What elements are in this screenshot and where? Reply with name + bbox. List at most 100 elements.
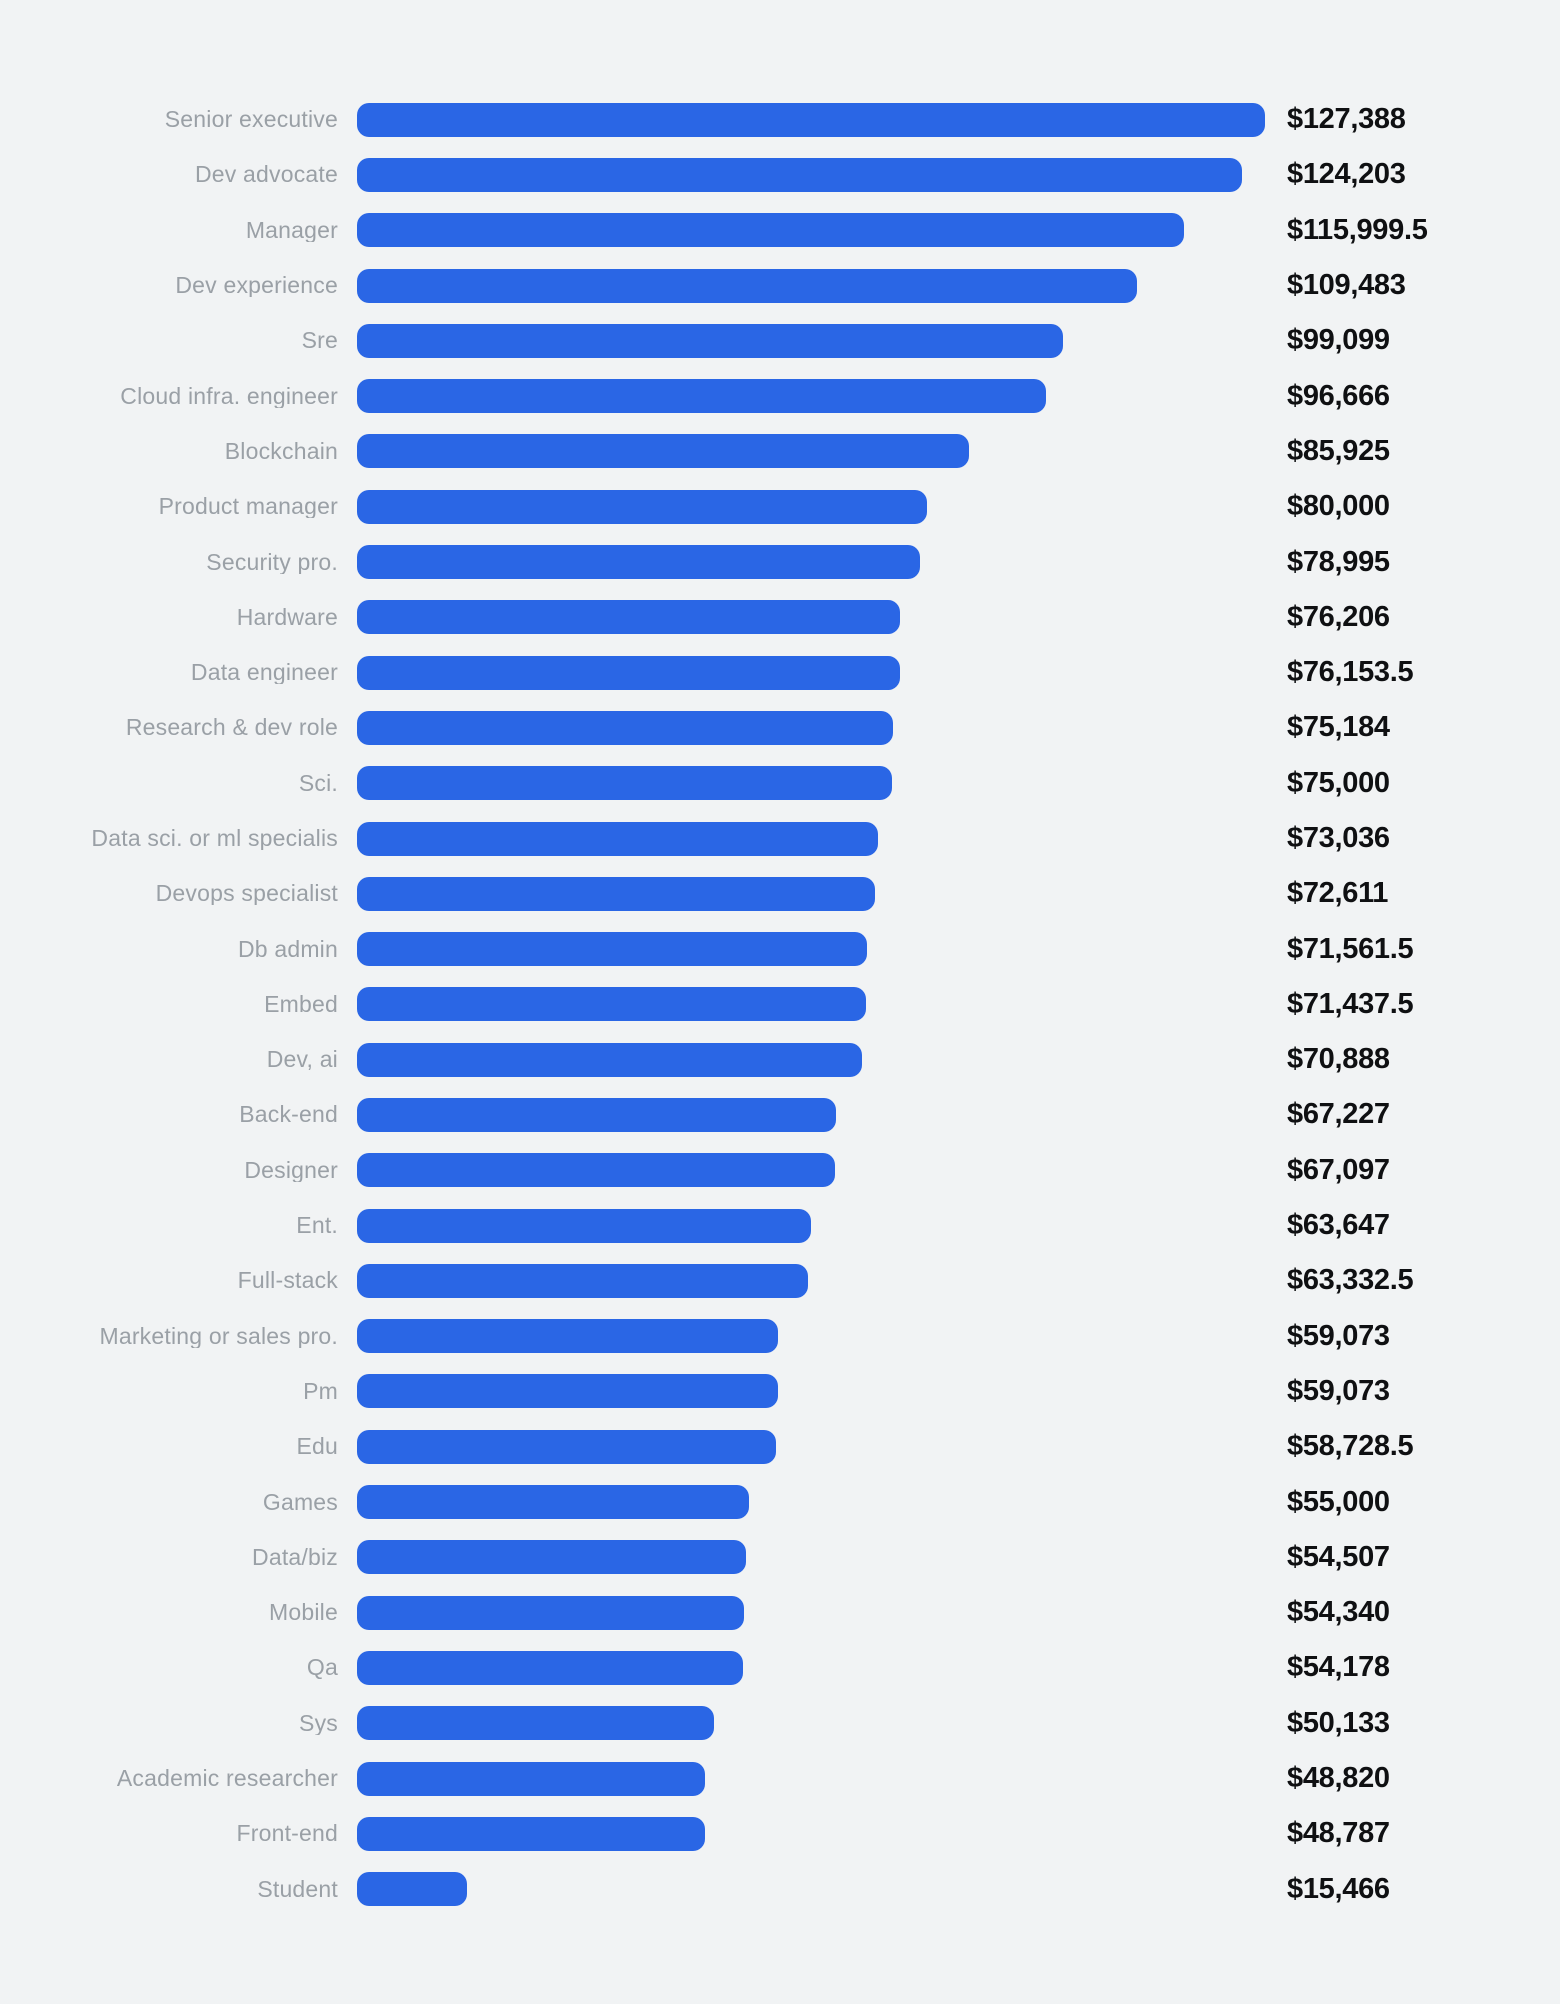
bar — [357, 1872, 468, 1907]
category-label: Edu — [296, 1435, 338, 1459]
value-label: $63,332.5 — [1287, 1264, 1414, 1297]
bar — [357, 1263, 809, 1298]
value-label: $124,203 — [1287, 158, 1406, 191]
bar — [357, 1208, 811, 1243]
category-label: Designer — [244, 1158, 338, 1182]
chart-row: Research & dev role $75,184 — [0, 700, 1560, 755]
bar — [357, 1816, 705, 1851]
value-label: $72,611 — [1287, 877, 1389, 910]
value-label: $48,820 — [1287, 1762, 1390, 1795]
category-label: Marketing or sales pro. — [99, 1324, 338, 1348]
chart-row: Sys $50,133 — [0, 1696, 1560, 1751]
bar-track — [357, 1540, 1265, 1575]
category-label: Student — [257, 1877, 338, 1901]
category-label: Pm — [303, 1379, 338, 1403]
value-label: $127,388 — [1287, 103, 1406, 136]
chart-row: Senior executive $127,388 — [0, 92, 1560, 147]
category-label: Data engineer — [190, 661, 338, 685]
value-label: $109,483 — [1287, 269, 1406, 302]
bar — [357, 434, 970, 469]
chart-row: Back-end $67,227 — [0, 1087, 1560, 1142]
chart-row: Data sci. or ml specialis $73,036 — [0, 811, 1560, 866]
bar-track — [357, 932, 1265, 967]
value-label: $78,995 — [1287, 545, 1390, 578]
value-label: $75,184 — [1287, 711, 1390, 744]
value-label: $80,000 — [1287, 490, 1390, 523]
value-label: $115,999.5 — [1287, 213, 1428, 246]
bar — [357, 1706, 715, 1741]
chart-row: Ent. $63,647 — [0, 1198, 1560, 1253]
bar — [357, 102, 1265, 137]
chart-row: Edu $58,728.5 — [0, 1419, 1560, 1474]
value-label: $55,000 — [1287, 1485, 1390, 1518]
chart-row: Dev advocate $124,203 — [0, 147, 1560, 202]
category-label: Embed — [264, 992, 338, 1016]
bar — [357, 1153, 836, 1188]
bar — [357, 1042, 863, 1077]
value-label: $99,099 — [1287, 324, 1390, 357]
category-label: Blockchain — [224, 439, 338, 463]
chart-row: Sci. $75,000 — [0, 756, 1560, 811]
value-label: $71,561.5 — [1287, 932, 1414, 965]
bar-track — [357, 489, 1265, 524]
bar — [357, 1650, 744, 1685]
value-label: $70,888 — [1287, 1043, 1390, 1076]
bar-track — [357, 323, 1265, 358]
bar-track — [357, 268, 1265, 303]
bar — [357, 1374, 779, 1409]
bar — [357, 1540, 746, 1575]
category-label: Hardware — [236, 605, 338, 629]
value-label: $85,925 — [1287, 434, 1390, 467]
bar-track — [357, 157, 1265, 192]
chart-row: Data/biz $54,507 — [0, 1530, 1560, 1585]
category-label: Qa — [306, 1656, 338, 1680]
value-label: $54,178 — [1287, 1651, 1390, 1684]
chart-row: Blockchain $85,925 — [0, 424, 1560, 479]
salary-bar-chart: Senior executive $127,388 Dev advocate $… — [0, 92, 1560, 1917]
value-label: $48,787 — [1287, 1817, 1390, 1850]
bar-track — [357, 655, 1265, 690]
bar-track — [357, 1319, 1265, 1354]
category-label: Mobile — [269, 1601, 338, 1625]
bar — [357, 932, 868, 967]
category-label: Manager — [245, 218, 338, 242]
chart-row: Sre $99,099 — [0, 313, 1560, 368]
bar — [357, 268, 1138, 303]
bar — [357, 987, 867, 1022]
bar-track — [357, 1485, 1265, 1520]
category-label: Dev advocate — [194, 163, 338, 187]
chart-row: Academic researcher $48,820 — [0, 1751, 1560, 1806]
bar-track — [357, 545, 1265, 580]
bar-track — [357, 434, 1265, 469]
chart-row: Student $15,466 — [0, 1862, 1560, 1917]
bar-track — [357, 1374, 1265, 1409]
chart-row: Data engineer $76,153.5 — [0, 645, 1560, 700]
chart-row: Designer $67,097 — [0, 1143, 1560, 1198]
bar — [357, 821, 878, 856]
chart-row: Hardware $76,206 — [0, 590, 1560, 645]
value-label: $59,073 — [1287, 1374, 1390, 1407]
value-label: $54,507 — [1287, 1540, 1390, 1573]
chart-row: Front-end $48,787 — [0, 1806, 1560, 1861]
bar-track — [357, 379, 1265, 414]
bar — [357, 655, 900, 690]
bar-track — [357, 1263, 1265, 1298]
value-label: $76,206 — [1287, 600, 1390, 633]
value-label: $76,153.5 — [1287, 656, 1414, 689]
category-label: Senior executive — [164, 108, 338, 132]
category-label: Security pro. — [206, 550, 338, 574]
bar — [357, 710, 893, 745]
bar-track — [357, 1595, 1265, 1630]
chart-row: Games $55,000 — [0, 1474, 1560, 1529]
bar-track — [357, 710, 1265, 745]
category-label: Db admin — [237, 937, 338, 961]
category-label: Dev, ai — [266, 1048, 338, 1072]
chart-row: Dev experience $109,483 — [0, 258, 1560, 313]
bar-track — [357, 1153, 1265, 1188]
value-label: $67,097 — [1287, 1153, 1390, 1186]
chart-row: Full-stack $63,332.5 — [0, 1253, 1560, 1308]
category-label: Games — [262, 1490, 338, 1514]
bar-track — [357, 1816, 1265, 1851]
category-label: Data/biz — [252, 1545, 338, 1569]
category-label: Cloud infra. engineer — [120, 384, 338, 408]
